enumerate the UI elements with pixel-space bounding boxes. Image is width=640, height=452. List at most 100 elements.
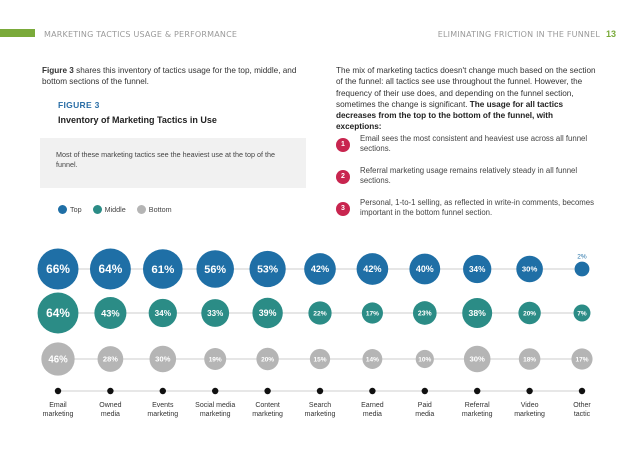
section-header: MARKETING TACTICS USAGE & PERFORMANCE [44,30,238,39]
bubble-middle-10 [573,304,591,322]
body-paragraph: The mix of marketing tactics doesn't cha… [336,65,598,133]
bubble-label-middle-9: 20% [523,310,536,317]
bubble-label-middle-6: 17% [366,310,379,317]
bubble-label-bottom-7: 10% [418,356,431,363]
bubble-label-middle-8: 38% [469,308,487,318]
bubble-label-bottom-9: 18% [523,356,536,363]
bubble-middle-3 [201,299,230,327]
category-label-3: Social media marketing [195,402,235,418]
axis-dot-5 [316,387,324,395]
bubble-top-3 [196,250,234,288]
bubble-bottom-6 [362,349,383,369]
axis-dot-1 [107,387,114,395]
exception-number-2: 2 [336,170,350,184]
bubble-middle-5 [308,301,332,325]
body-text: The mix of marketing tactics doesn't cha… [336,66,596,109]
category-label-7: Paid media [415,402,434,418]
bubble-top-10 [574,261,590,277]
bubble-label-bottom-5: 15% [313,356,326,363]
bubble-middle-0 [37,292,79,334]
category-label-9: Video marketing [514,402,545,418]
bubble-bottom-0 [41,342,75,376]
exception-item-2: 2 Referral marketing usage remains relat… [336,166,606,186]
bubble-top-7 [409,253,441,285]
bubble-middle-4 [252,297,283,329]
legend-item-bottom: Bottom [136,205,172,214]
bubble-label-middle-5: 22% [313,310,326,317]
bubble-label-bottom-6: 14% [366,356,379,363]
category-label-1: Owned media [99,402,121,418]
category-label-0: Email marketing [43,402,74,418]
exception-item-1: 1 Email sees the most consistent and hea… [336,134,606,154]
bubble-label-bottom-8: 30% [469,355,485,364]
bubble-top-6 [356,253,389,285]
bubble-bottom-1 [97,346,124,372]
exception-text-1: Email sees the most consistent and heavi… [360,134,588,153]
exception-text-2: Referral marketing usage remains relativ… [360,166,578,185]
bubble-middle-9 [518,301,541,325]
category-label-6: Earned media [361,402,384,418]
bubble-label-top-5: 42% [311,264,329,274]
bubble-label-bottom-0: 46% [48,354,68,365]
bubble-top-4 [249,250,286,288]
bubble-bottom-2 [149,345,177,373]
bubble-bottom-7 [415,349,434,369]
bubble-label-top-10: 2% [577,254,587,261]
bubble-label-top-3: 56% [204,264,226,276]
bubble-label-top-7: 40% [416,264,434,274]
header-accent-bar [0,29,35,37]
bubble-middle-6 [361,302,383,324]
bubble-top-1 [89,248,131,290]
exception-item-3: 3 Personal, 1-to-1 selling, as reflected… [336,198,606,218]
axis-dot-0 [54,387,62,395]
legend-dot-top [58,205,67,214]
bubble-label-middle-4: 39% [259,308,277,318]
bubble-label-top-1: 64% [99,262,123,276]
axis-dot-8 [474,387,481,395]
axis-dot-6 [369,387,376,395]
page-number: 13 [605,29,616,39]
legend-dot-middle [92,205,102,214]
bubble-label-middle-0: 64% [46,306,70,320]
bubble-label-middle-2: 34% [155,309,172,318]
legend: Top Middle Bottom [58,205,172,214]
bubble-bottom-5 [309,348,331,370]
tactics-bubble-chart: 66% 64% 61% 56% 53% 42% 42% 40% 34% 30% 2% 64% 43% 34… [37,248,593,418]
bubble-middle-2 [148,298,177,328]
category-label-8: Referral marketing [462,402,493,418]
intro-text: shares this inventory of tactics usage f… [42,66,297,86]
bubble-middle-7 [412,301,437,325]
exception-text-3: Personal, 1-to-1 selling, as reflected i… [360,198,595,217]
bubble-label-top-2: 61% [151,264,174,276]
intro-paragraph: Figure 3 shares this inventory of tactic… [42,65,310,87]
axis-dot-10 [578,387,586,395]
bubble-middle-1 [94,296,127,330]
bubble-bottom-4 [256,347,279,371]
intro-bold: Figure 3 [42,66,74,75]
exception-number-3: 3 [336,202,350,216]
bubble-label-middle-1: 43% [101,308,120,318]
figure-note-box: Most of these marketing tactics see the … [40,138,306,188]
bubble-label-top-6: 42% [363,264,381,274]
figure-title: Inventory of Marketing Tactics in Use [58,115,217,125]
legend-label-top: Top [70,205,82,214]
bubble-label-top-4: 53% [257,264,279,276]
legend-item-middle: Middle [92,205,126,214]
bubble-bottom-3 [204,348,227,370]
bubble-top-5 [304,253,336,285]
bubble-label-bottom-4: 20% [261,356,274,363]
axis-dot-9 [526,387,533,395]
bubble-label-middle-10: 7% [577,310,587,317]
legend-label-middle: Middle [104,205,126,214]
bubble-label-top-9: 30% [522,265,538,274]
axis-dot-3 [212,387,219,395]
category-label-4: Content marketing [252,402,283,418]
chapter-header: ELIMINATING FRICTION IN THE FUNNEL [437,30,600,39]
bubble-label-bottom-3: 19% [209,356,222,363]
bubble-label-bottom-2: 30% [155,355,171,364]
category-label-5: Search marketing [305,402,336,418]
bubble-label-bottom-10: 17% [575,356,588,363]
bubble-bottom-9 [518,348,541,370]
axis-dot-7 [421,387,428,395]
legend-dot-bottom [136,205,146,214]
